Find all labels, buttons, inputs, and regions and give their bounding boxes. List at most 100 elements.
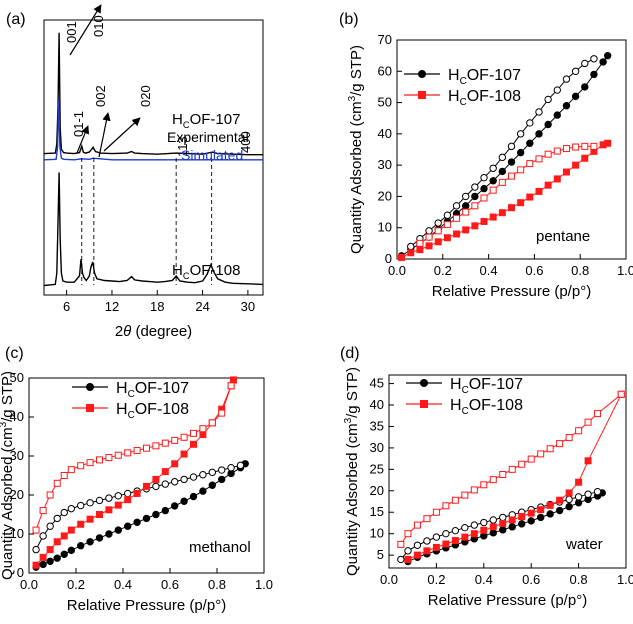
point-d-2-13	[527, 509, 535, 517]
point-d-3-5	[442, 502, 450, 510]
point-b-0-15	[535, 130, 543, 138]
point-c-0-21	[218, 475, 226, 484]
point-c-0-14	[152, 510, 160, 519]
xrd-trace-1	[43, 99, 263, 161]
point-c-1-8	[95, 496, 104, 505]
point-d-3-4	[432, 508, 440, 516]
point-c-3-13	[143, 444, 150, 452]
point-c-3-12	[133, 447, 141, 455]
point-c-2-12	[133, 489, 141, 497]
xtick-label-d-5: 1.0	[617, 572, 633, 587]
point-b-2-13	[517, 199, 525, 207]
point-b-0-14	[526, 139, 534, 147]
xtick-label-b-2: 0.4	[480, 263, 498, 278]
xaxis-label-c: Relative Pressure (p/p°)	[67, 597, 226, 614]
point-d-1-2	[413, 541, 422, 549]
point-d-3-16	[546, 445, 554, 453]
panel-label-b: (b)	[339, 11, 359, 28]
yaxis-label-c-sup: 3	[0, 421, 9, 427]
point-d-1-1	[404, 547, 412, 555]
legend-label-d-108-rest: OF-108	[469, 397, 523, 414]
point-c-0-3	[53, 554, 61, 562]
point-c-1-21	[218, 466, 226, 474]
point-c-1-17	[180, 475, 188, 484]
legend-label-c-108-rest: OF-108	[135, 401, 189, 418]
point-c-1-2	[46, 522, 54, 530]
peak-label-400: 400	[238, 131, 253, 153]
point-d-0-12	[518, 520, 526, 528]
point-b-3-17	[572, 143, 580, 151]
panel-label-a: (a)	[6, 11, 26, 28]
point-c-1-10	[114, 492, 123, 500]
xtick-label-d-1: 0.2	[427, 572, 445, 587]
point-d-3-8	[470, 486, 478, 494]
point-d-1-4	[432, 533, 441, 541]
point-c-2-0	[32, 561, 40, 569]
annotation-c: methanol	[189, 539, 251, 556]
legend-marker-b-108	[418, 91, 426, 99]
xtick-label-b-4: 0.8	[571, 263, 589, 278]
legend-label-d-108-prefix: H	[450, 397, 462, 414]
ytick-label-d-1: 10	[370, 526, 384, 541]
point-c-0-9	[105, 530, 113, 538]
point-d-3-21	[594, 410, 602, 418]
point-c-2-9	[105, 506, 113, 514]
legend-label-b-107-sub: C	[460, 76, 467, 87]
legend-label-b-107: HCOF-107	[448, 67, 521, 87]
peak-label-010: 010	[91, 15, 106, 37]
point-d-2-6	[461, 533, 469, 541]
legend-label-b-108-sub: C	[460, 97, 467, 108]
point-b-1-13	[526, 119, 534, 127]
series-line-c-3	[35, 385, 232, 531]
xtick-label-b-5: 1.0	[617, 263, 633, 278]
point-c-2-8	[96, 511, 103, 518]
point-b-2-8	[471, 222, 479, 230]
panel-d: (d) 0.0 0.2 0.4 0.6 0.8 1.0 5 10 15 20 25 30 35 40 45 Re…	[340, 345, 633, 609]
ytick-label-c-5: 50	[10, 370, 24, 385]
point-c-3-8	[96, 456, 103, 464]
point-b-0-17	[553, 111, 561, 119]
point-c-1-5	[67, 504, 76, 513]
point-b-2-17	[553, 175, 561, 183]
point-c-3-5	[67, 466, 75, 474]
point-c-3-21	[218, 409, 226, 417]
point-c-0-2	[46, 557, 54, 565]
point-b-2-9	[480, 217, 488, 225]
ytick-label-d-8: 45	[370, 376, 384, 391]
legend-label-d-107-sub: C	[462, 385, 469, 396]
point-b-3-18	[581, 142, 589, 150]
point-c-0-11	[124, 522, 132, 530]
yaxis-label-d-main: Quantity Adsorbed (cm	[344, 423, 361, 576]
point-d-1-10	[489, 516, 497, 524]
xaxis-label-a: 2θ (degree)	[115, 323, 192, 340]
legend-label-c-107: HCOF-107	[116, 380, 189, 400]
point-d-2-3	[432, 543, 440, 551]
point-d-1-11	[499, 513, 507, 522]
point-d-3-11	[499, 471, 507, 479]
point-b-1-17	[562, 75, 571, 83]
point-d-2-12	[518, 513, 526, 521]
legend-hcof-108-sub: C	[183, 271, 190, 281]
point-b-1-6	[462, 192, 470, 201]
point-d-2-1	[413, 551, 421, 559]
point-c-1-19	[199, 471, 207, 479]
point-b-2-18	[562, 168, 570, 176]
xaxis-label-a-theta: θ	[123, 323, 131, 340]
point-d-3-17	[556, 440, 564, 448]
point-b-2-11	[498, 209, 506, 217]
point-b-3-14	[544, 150, 552, 158]
point-b-3-4	[453, 214, 461, 222]
xtick-label-c-4: 0.8	[208, 577, 226, 592]
point-b-3-7	[480, 194, 488, 202]
point-b-0-10	[489, 177, 497, 185]
point-d-3-10	[489, 476, 497, 484]
point-b-1-11	[507, 142, 516, 151]
point-c-2-15	[161, 468, 169, 476]
yaxis-label-d: Quantity Adsorbed (cm3/g STP)	[343, 367, 361, 576]
point-c-3-17	[180, 433, 188, 441]
point-c-3-6	[77, 462, 85, 470]
point-d-0-13	[527, 517, 535, 525]
panel-label-c: (c)	[5, 345, 24, 362]
point-b-2-0	[398, 253, 406, 261]
point-c-0-4	[60, 550, 68, 558]
